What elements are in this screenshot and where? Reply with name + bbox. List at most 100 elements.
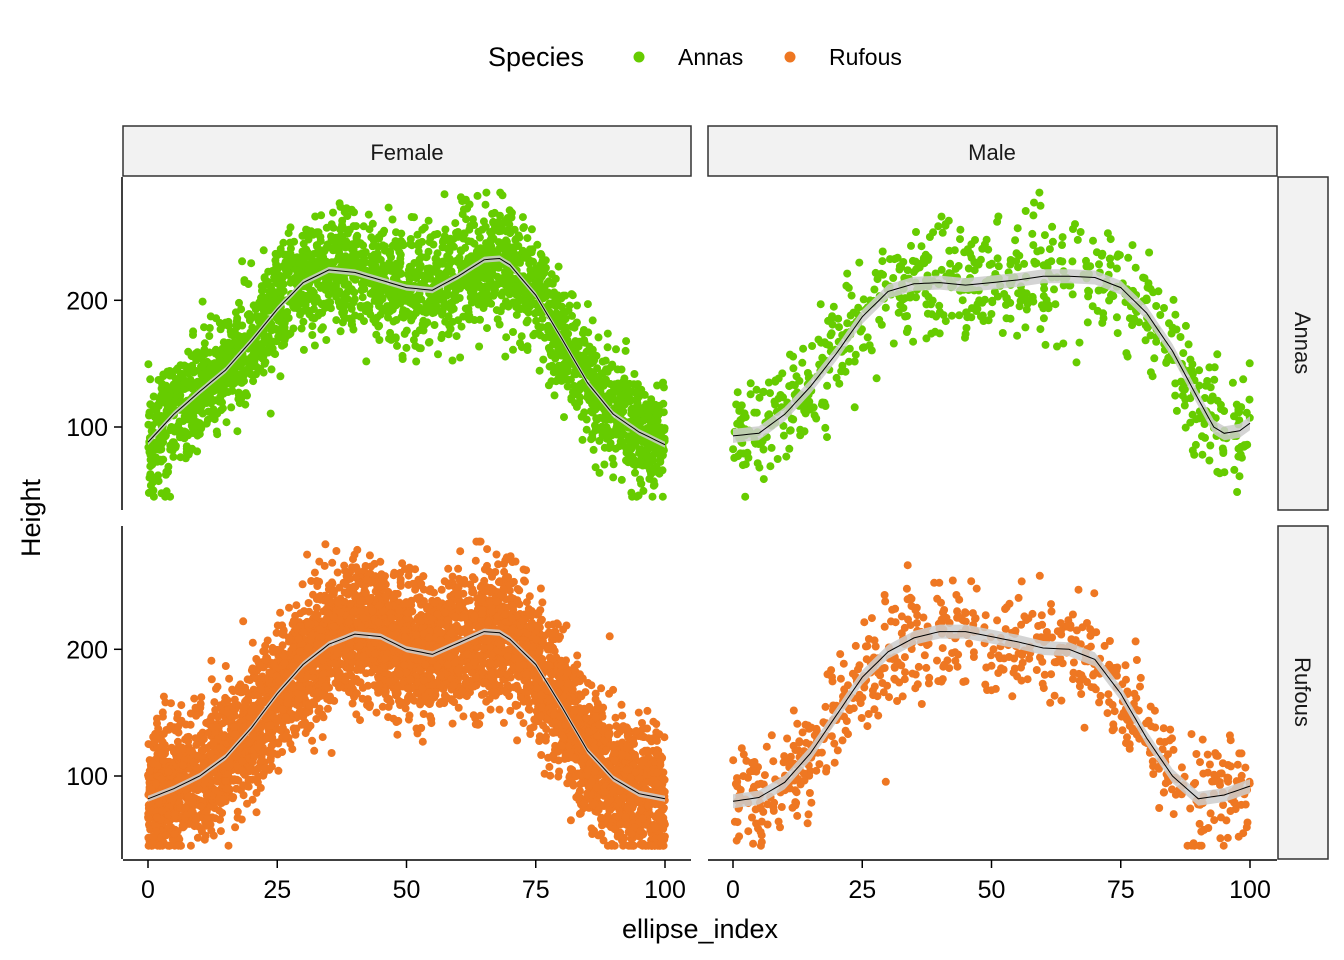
data-point (474, 300, 483, 309)
points-male-annas (729, 188, 1254, 501)
data-point (413, 267, 422, 276)
data-point (568, 291, 577, 300)
data-point (310, 341, 319, 350)
data-point (304, 599, 313, 607)
data-point (773, 455, 782, 463)
data-point (341, 314, 350, 323)
data-point (146, 451, 155, 460)
data-point (771, 377, 780, 386)
data-point (483, 545, 492, 554)
data-point (286, 249, 295, 258)
data-point (961, 333, 969, 342)
data-point (459, 276, 468, 285)
data-point (318, 260, 327, 269)
data-point (733, 388, 742, 397)
data-point (483, 324, 491, 333)
data-point (182, 442, 191, 451)
data-point (653, 381, 662, 390)
data-point (180, 362, 189, 371)
data-point (197, 370, 206, 379)
data-point (1234, 444, 1243, 453)
data-point (656, 454, 665, 463)
data-point (276, 608, 285, 617)
data-point (279, 238, 288, 247)
data-point (602, 415, 611, 424)
data-point (481, 200, 490, 209)
data-point (973, 305, 982, 313)
data-point (266, 409, 275, 418)
data-point (237, 378, 246, 387)
data-point (622, 337, 631, 346)
data-point (505, 300, 514, 309)
data-point (465, 315, 474, 324)
data-point (609, 473, 618, 482)
data-point (967, 313, 976, 322)
data-point (966, 249, 974, 258)
data-point (348, 252, 357, 261)
data-point (388, 215, 397, 224)
data-point (332, 316, 341, 325)
data-point (1058, 241, 1066, 249)
data-point (631, 468, 639, 477)
data-point (477, 273, 486, 282)
data-point (229, 331, 238, 340)
data-point (217, 406, 226, 415)
data-point (467, 237, 476, 246)
data-point (496, 188, 505, 197)
data-point (397, 229, 406, 238)
data-point (1230, 465, 1239, 474)
data-point (222, 343, 231, 352)
data-point (299, 345, 308, 354)
data-point (406, 263, 415, 272)
data-point (290, 237, 299, 246)
data-point (532, 270, 541, 279)
data-point (402, 343, 411, 352)
data-point (502, 276, 511, 285)
data-point (1015, 302, 1024, 311)
data-point (1235, 472, 1244, 481)
data-point (486, 236, 495, 245)
data-point (351, 311, 359, 320)
data-point (497, 223, 506, 231)
data-point (786, 426, 794, 435)
data-point (452, 332, 461, 341)
data-point (988, 296, 997, 305)
data-point (550, 288, 559, 297)
data-point (186, 841, 195, 850)
data-point (805, 397, 814, 406)
data-point (508, 286, 517, 295)
data-point (447, 305, 456, 314)
data-point (785, 444, 794, 453)
data-point (419, 326, 428, 335)
data-point (518, 246, 527, 255)
data-point (622, 456, 630, 465)
data-point (233, 427, 242, 436)
data-point (235, 298, 243, 307)
data-point (516, 258, 524, 267)
data-point (612, 345, 620, 354)
data-point (393, 730, 402, 739)
data-point (563, 382, 572, 391)
data-point (146, 375, 155, 384)
data-point (371, 292, 380, 301)
data-point (375, 321, 384, 330)
data-point (544, 344, 553, 352)
data-point (1040, 231, 1049, 240)
data-point (293, 271, 302, 279)
data-point (821, 423, 830, 432)
data-point (1011, 236, 1020, 245)
data-point (637, 479, 646, 488)
data-point (413, 230, 422, 239)
data-point (402, 326, 411, 335)
data-point (1178, 384, 1187, 393)
data-point (917, 242, 926, 251)
data-point (260, 293, 269, 302)
data-point (211, 349, 220, 358)
data-point (541, 292, 550, 301)
data-point (1206, 441, 1215, 450)
data-point (440, 232, 449, 241)
data-point (260, 359, 269, 368)
data-point (1237, 453, 1246, 462)
data-point (282, 270, 291, 279)
data-point (1203, 377, 1212, 385)
